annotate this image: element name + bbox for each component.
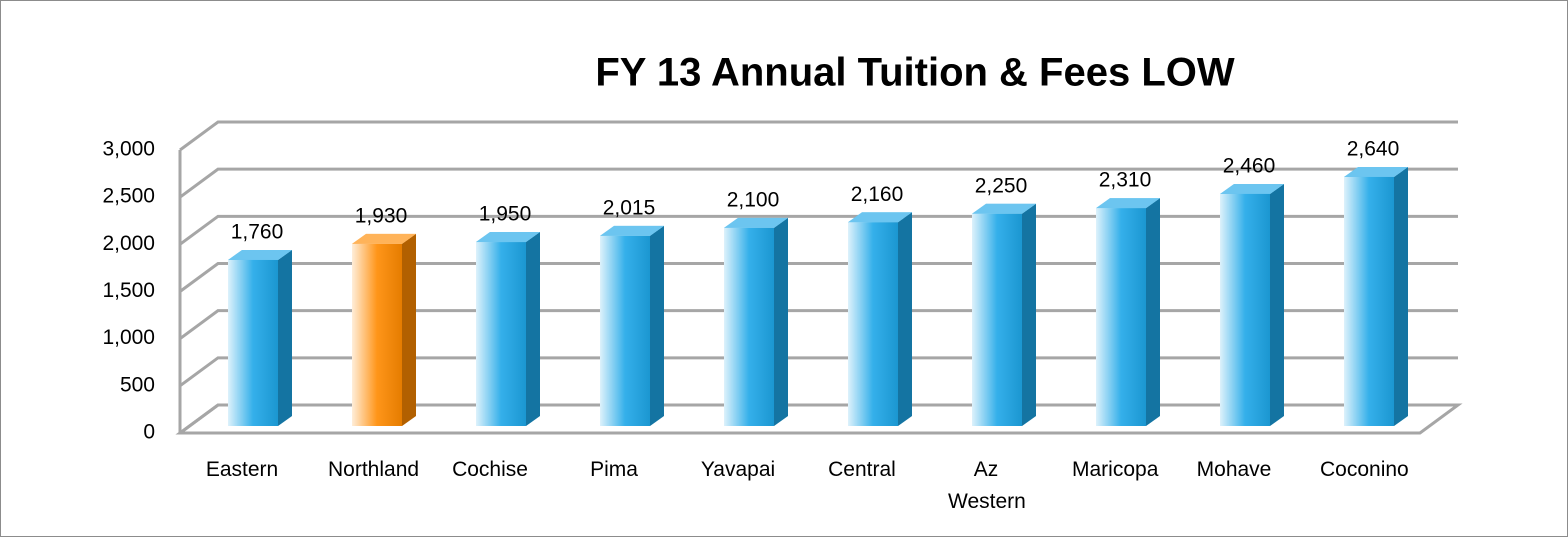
bar-top-shade [600,225,664,236]
y-tick-label: 500 [120,373,155,396]
y-tick-label: 1,000 [102,326,155,349]
data-label: 1,760 [231,221,284,244]
bar-side [526,232,540,426]
x-tick-label: Pima [590,458,638,481]
bar-side [1270,183,1284,426]
bar-top-shade [1096,198,1160,209]
bar-top [1344,166,1408,177]
x-tick-label: Central [828,458,896,481]
data-label: 2,640 [1347,138,1400,161]
bar-shine [228,259,278,426]
bar-side [278,249,292,426]
bar-side-shade [898,212,912,426]
bar-top [848,212,912,223]
bar-side [1146,198,1160,426]
bar-side-shade [1394,166,1408,426]
grid-line [179,262,1458,293]
data-label: 2,460 [1223,154,1276,177]
bar-top-shade [476,232,540,243]
bar-shine [848,222,898,426]
bar-top [972,203,1036,214]
bar-side [402,233,416,426]
bar-top [724,217,788,228]
bar-side [650,225,664,426]
bar-top-shade [848,212,912,223]
bar-top-shade [972,203,1036,214]
bar-top [1096,198,1160,209]
bar-side [1394,166,1408,426]
x-tick-label: Eastern [205,458,279,481]
x-tick-label: Az Western [948,458,1026,513]
grid-line [179,167,1458,199]
bar-side [774,217,788,426]
x-tick-label: Cochise [452,458,528,481]
bar-shine [724,227,774,426]
bar-shine [352,243,402,426]
y-tick-label: 2,500 [102,185,155,208]
bar-top [600,225,664,236]
x-tick-label: Yavapai [700,458,776,481]
bar-top [228,249,292,260]
y-tick-label: 2,000 [102,232,155,255]
data-label: 2,100 [727,188,780,211]
bar-side [898,212,912,426]
bar-shine [476,242,526,426]
bar-side-shade [1270,183,1284,426]
grid-line [179,403,1458,435]
bar-top-shade [228,249,292,260]
bar-top-shade [724,217,788,228]
bar-side-shade [278,249,292,426]
bar-side-shade [650,225,664,426]
data-label: 2,015 [603,196,656,219]
y-tick-label: 3,000 [102,138,155,161]
x-tick-label: Coconino [1320,458,1409,481]
x-tick-label: Maricopa [1072,458,1159,481]
bar-side-shade [402,233,416,426]
bar-top [476,232,540,243]
bar-shine [972,213,1022,426]
bar-side [1022,203,1036,426]
x-tick-label: Mohave [1196,458,1272,481]
bar-side-shade [526,232,540,426]
data-label: 1,950 [479,203,532,226]
data-label: 2,160 [851,183,904,206]
data-label: 2,250 [975,174,1028,197]
grid-line [179,120,1458,152]
bar-top [352,233,416,244]
bar-top-shade [1344,166,1408,177]
x-tick-label: Northland [328,458,420,481]
bar-shine [1220,193,1270,426]
grid-line [179,309,1458,340]
bar-top [1220,183,1284,194]
bar-shine [1096,208,1146,426]
grid-line [179,356,1458,388]
y-tick-label: 0 [143,421,155,444]
grid-line [179,214,1458,246]
bar-top-shade [352,233,416,244]
bar-side-shade [774,217,788,426]
bar-shine [600,235,650,426]
bar-side-shade [1022,203,1036,426]
bar-top-shade [1220,183,1284,194]
data-label: 1,930 [355,204,408,227]
bar-side-shade [1146,198,1160,426]
y-tick-label: 1,500 [102,279,155,302]
chart-title: FY 13 Annual Tuition & Fees LOW [595,51,1235,95]
data-label: 2,310 [1099,169,1152,192]
bar-shine [1344,176,1394,426]
